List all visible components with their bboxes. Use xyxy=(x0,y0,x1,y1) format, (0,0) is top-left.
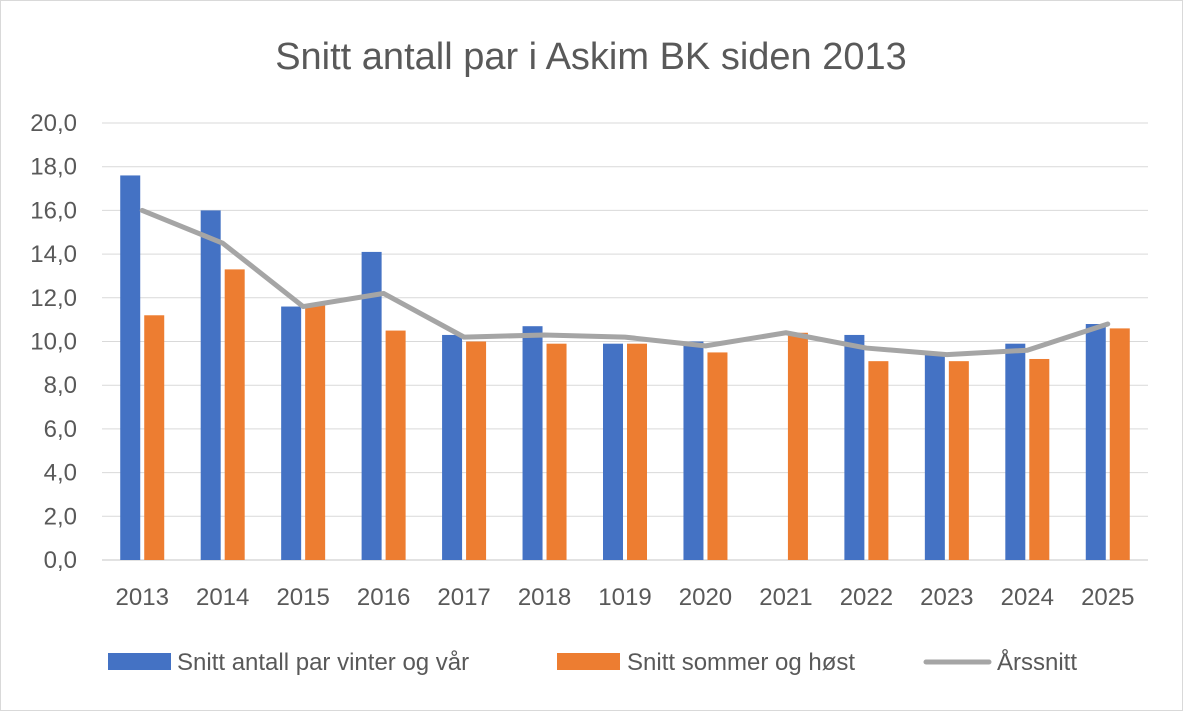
x-tick-label: 2017 xyxy=(437,584,490,611)
line-point-2018 xyxy=(544,334,546,336)
bar-sommer-host-2020 xyxy=(707,352,728,560)
legend-label: Årssnitt xyxy=(997,648,1077,676)
bar-vinter-var-2020 xyxy=(683,341,704,560)
bar-vinter-var-2024 xyxy=(1005,343,1026,560)
line-point-2024 xyxy=(1026,349,1028,351)
bars xyxy=(120,175,1130,561)
line-point-2014 xyxy=(222,242,224,244)
bar-vinter-var-2022 xyxy=(844,334,865,560)
bar-vinter-var-2017 xyxy=(442,334,463,560)
bar-sommer-host-2025 xyxy=(1109,328,1130,560)
gridlines xyxy=(102,122,1148,561)
line-point-1019 xyxy=(624,336,626,338)
x-tick-label: 2023 xyxy=(920,584,973,611)
line-point-2025 xyxy=(1107,323,1109,325)
bar-vinter-var-2016 xyxy=(361,251,382,561)
bar-sommer-host-2021 xyxy=(787,332,808,560)
y-tick-label: 2,0 xyxy=(44,503,77,530)
y-axis-ticks: 0,0 2,0 4,0 6,0 8,0 10,0 12,0 14,0 16,0 18,0 20,0 xyxy=(30,110,77,574)
line-point-2020 xyxy=(704,345,706,347)
y-tick-label: 0,0 xyxy=(44,547,77,574)
x-tick-label: 2018 xyxy=(518,584,571,611)
bar-sommer-host-2018 xyxy=(546,343,567,560)
bar-sommer-host-2022 xyxy=(868,361,889,560)
bar-sommer-host-1019 xyxy=(627,343,647,560)
legend-label: Snitt sommer og høst xyxy=(627,649,855,676)
y-tick-label: 4,0 xyxy=(44,460,77,487)
bar-sommer-host-2016 xyxy=(385,330,406,560)
legend-swatch xyxy=(108,653,171,670)
x-tick-label: 2021 xyxy=(759,584,812,611)
line-point-2017 xyxy=(463,336,465,338)
chart-title: Snitt antall par i Askim BK siden 2013 xyxy=(275,36,907,78)
legend-swatch xyxy=(557,653,620,670)
bar-sommer-host-2023 xyxy=(948,361,969,560)
y-tick-label: 8,0 xyxy=(44,372,77,399)
bar-vinter-var-2023 xyxy=(924,352,945,560)
bar-vinter-var-1019 xyxy=(603,343,623,560)
bar-sommer-host-2014 xyxy=(224,269,245,560)
line-series xyxy=(139,207,1111,358)
legend-label: Snitt antall par vinter og vår xyxy=(177,649,469,676)
x-tick-label: 2014 xyxy=(196,584,249,611)
x-tick-label: 2024 xyxy=(1001,584,1054,611)
x-tick-label: 2013 xyxy=(116,584,169,611)
line-point-2023 xyxy=(946,354,948,356)
y-tick-label: 6,0 xyxy=(44,416,77,443)
line-point-2013 xyxy=(141,209,143,211)
y-tick-label: 14,0 xyxy=(30,241,77,268)
bar-vinter-var-2014 xyxy=(200,210,221,560)
line-point-2016 xyxy=(383,292,385,294)
x-tick-label: 2025 xyxy=(1081,584,1134,611)
x-axis-ticks: 2013 2014 2015 2016 2017 2018 1019 2020 2021 2022… xyxy=(116,584,1135,611)
x-tick-label: 2020 xyxy=(679,584,732,611)
x-tick-label: 2022 xyxy=(840,584,893,611)
bar-vinter-var-2018 xyxy=(522,326,543,560)
y-tick-label: 16,0 xyxy=(30,197,77,224)
y-tick-label: 20,0 xyxy=(30,110,77,137)
bar-sommer-host-2017 xyxy=(466,341,487,560)
bar-vinter-var-2025 xyxy=(1085,324,1106,560)
x-tick-label: 2016 xyxy=(357,584,410,611)
line-point-2015 xyxy=(302,306,304,308)
bar-sommer-host-2015 xyxy=(305,304,326,560)
line-point-2021 xyxy=(785,332,787,334)
y-tick-label: 18,0 xyxy=(30,154,77,181)
x-tick-label: 2015 xyxy=(276,584,329,611)
legend: Snitt antall par vinter og vår Snitt somm… xyxy=(108,648,1077,676)
bar-vinter-var-2015 xyxy=(281,306,302,560)
y-tick-label: 12,0 xyxy=(30,285,77,312)
x-tick-label: 1019 xyxy=(598,584,651,611)
line-point-2022 xyxy=(865,347,867,349)
bar-sommer-host-2024 xyxy=(1029,358,1050,560)
bar-vinter-var-2013 xyxy=(120,175,141,560)
bar-sommer-host-2013 xyxy=(144,315,165,560)
y-tick-label: 10,0 xyxy=(30,329,77,356)
